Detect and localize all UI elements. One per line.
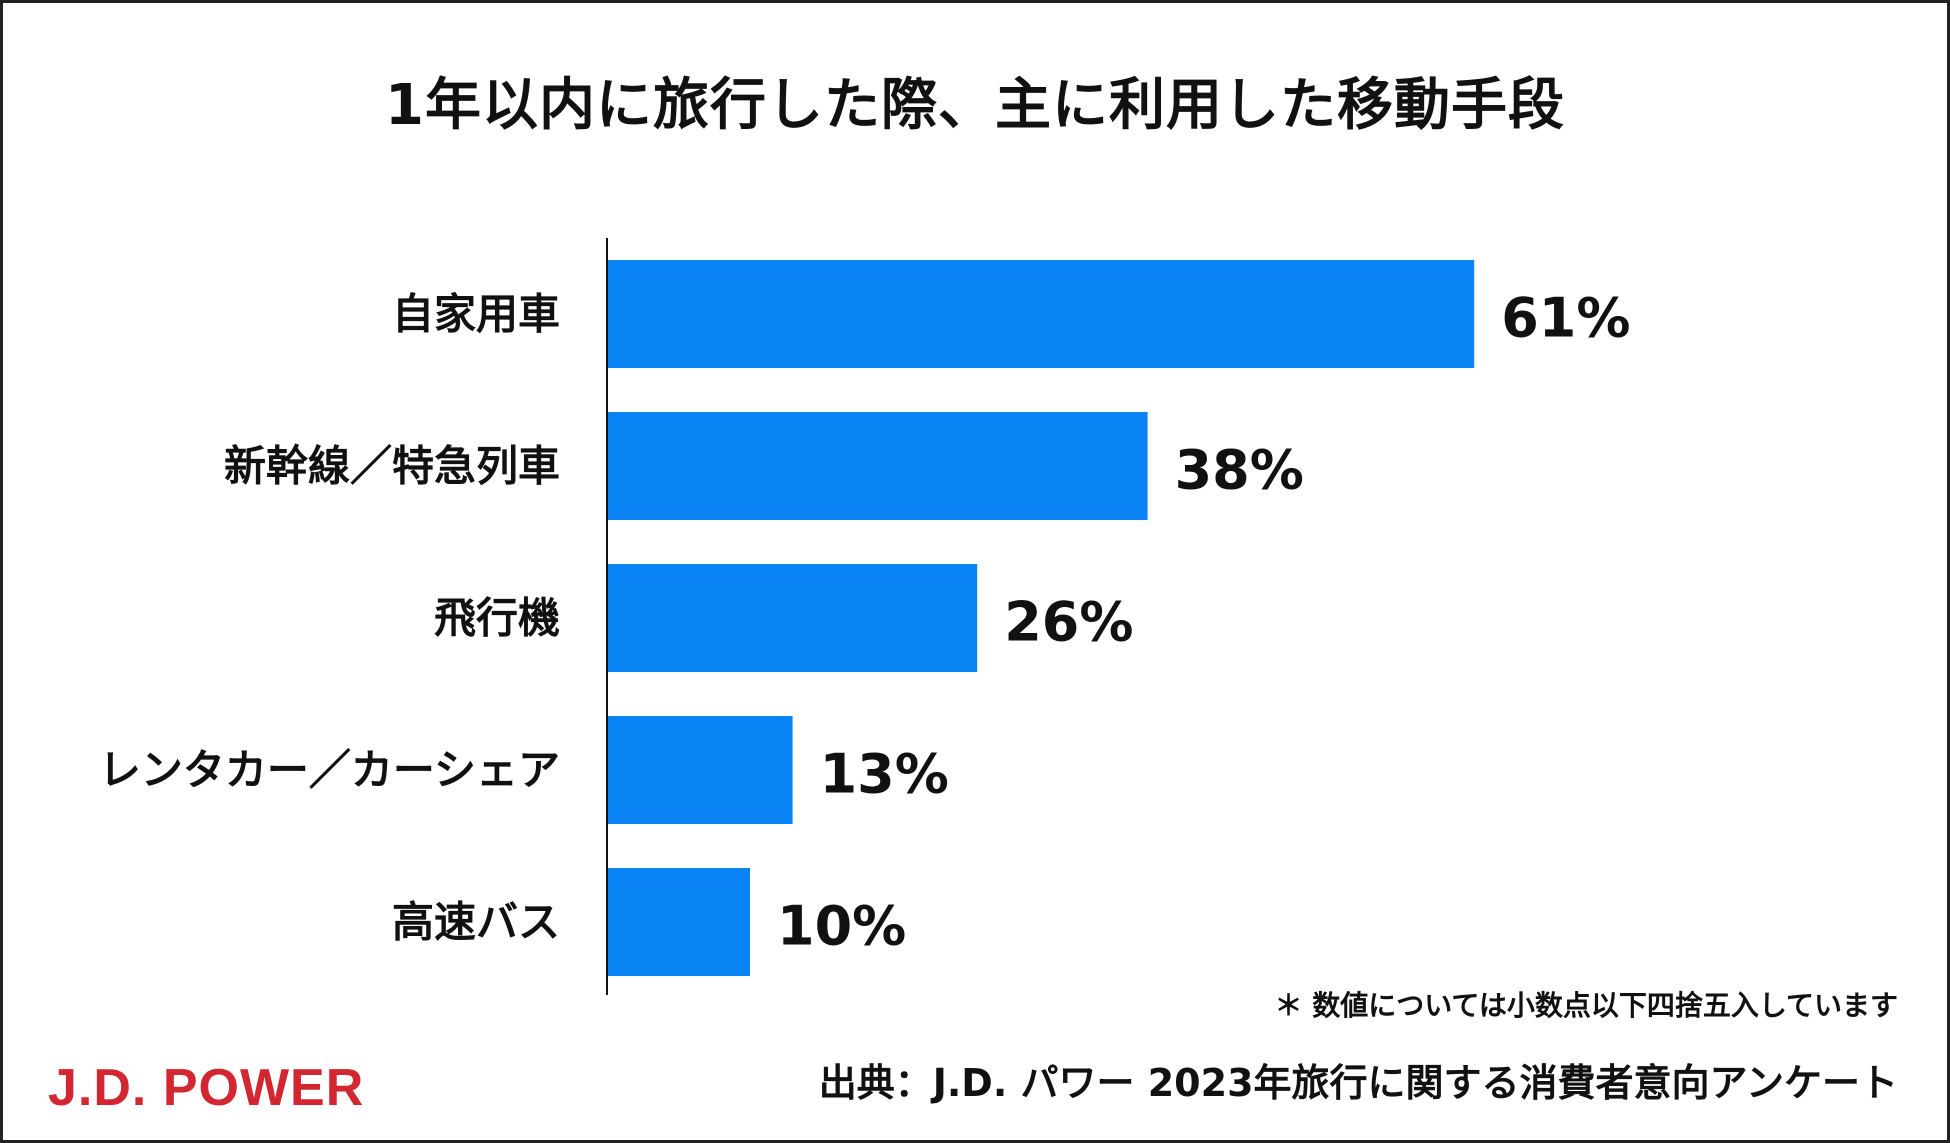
value-label-3: 13% bbox=[820, 743, 949, 806]
bar-1 bbox=[608, 412, 1148, 520]
value-label-1: 38% bbox=[1175, 439, 1304, 502]
value-label-0: 61% bbox=[1501, 287, 1630, 350]
value-label-4: 10% bbox=[777, 895, 906, 958]
bar-0 bbox=[608, 260, 1475, 368]
bar-4 bbox=[608, 868, 750, 976]
category-label-2: 飛行機 bbox=[434, 594, 560, 643]
category-label-1: 新幹線／特急列車 bbox=[224, 442, 560, 491]
source-note: 出典：J.D. パワー 2023年旅行に関する消費者意向アンケート bbox=[818, 1061, 1898, 1105]
bar-2 bbox=[608, 564, 978, 672]
footnote: ＊ 数値については小数点以下四捨五入しています bbox=[1274, 989, 1898, 1022]
value-label-2: 26% bbox=[1004, 591, 1133, 654]
jd-power-logo: J.D. POWER bbox=[48, 1059, 365, 1117]
category-label-4: 高速バス bbox=[392, 898, 560, 947]
bar-3 bbox=[608, 716, 793, 824]
category-label-3: レンタカー／カーシェア bbox=[99, 746, 560, 795]
category-label-0: 自家用車 bbox=[392, 290, 560, 339]
chart-title: 1年以内に旅行した際、主に利用した移動手段 bbox=[385, 73, 1565, 138]
